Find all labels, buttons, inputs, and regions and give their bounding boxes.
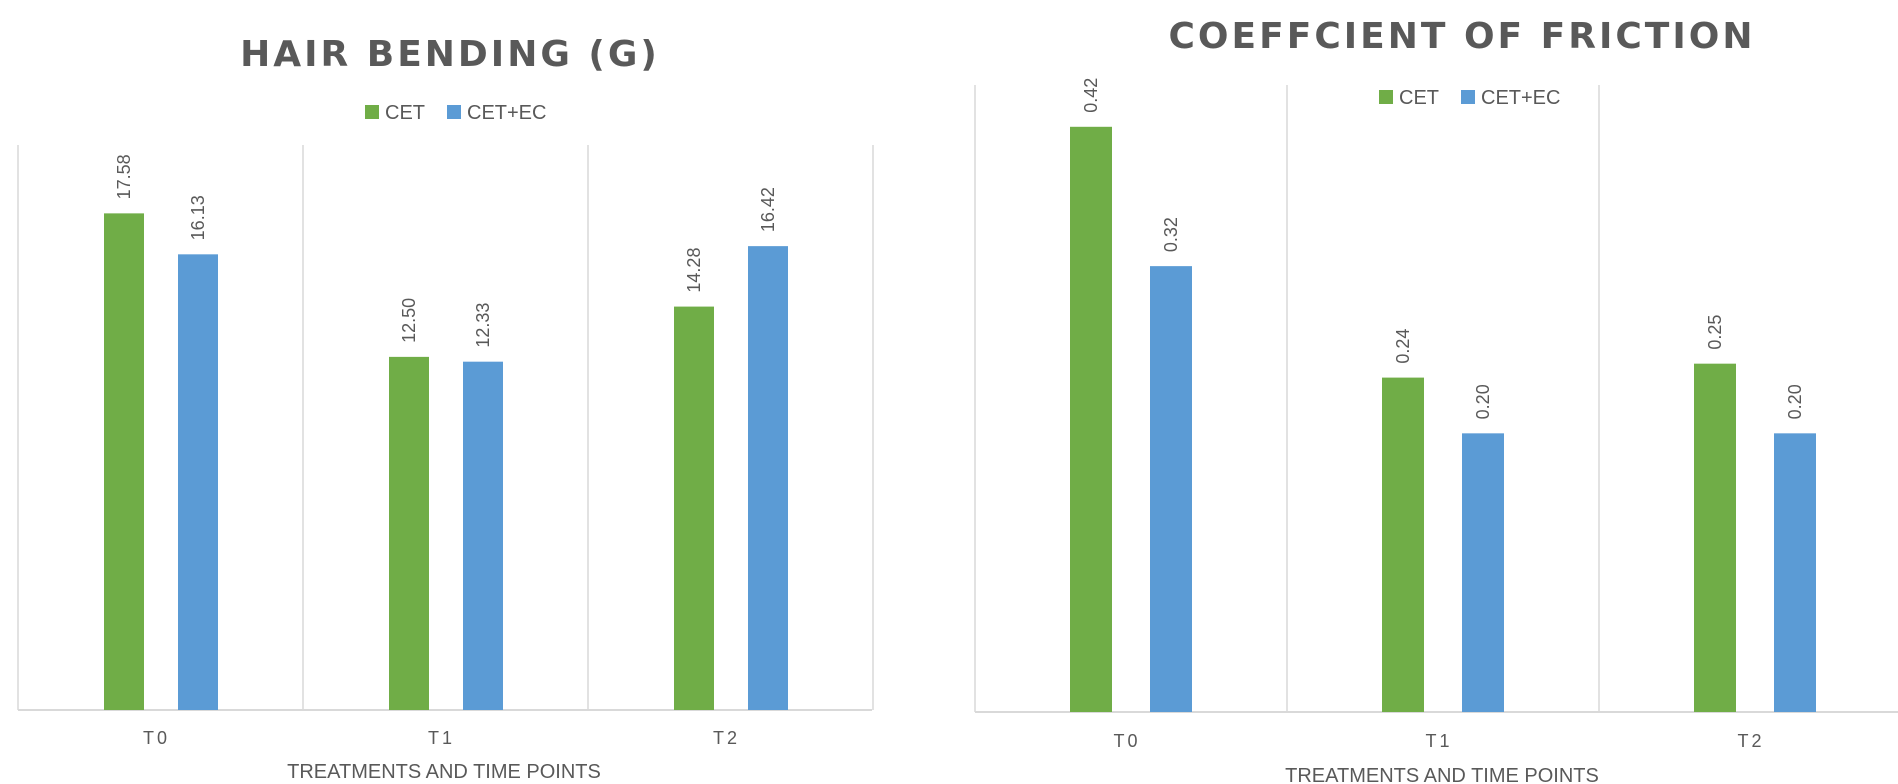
bar-cet-t2 xyxy=(674,306,714,710)
bar-cet-t1 xyxy=(1382,377,1424,712)
legend-swatch xyxy=(1379,90,1393,104)
legend: CET CET+EC xyxy=(1379,87,1560,109)
bar-cet-t1 xyxy=(389,356,429,710)
data-label: 0.24 xyxy=(1393,329,1413,364)
bar-cet-t2 xyxy=(1694,363,1736,712)
x-tick-label: T1 xyxy=(1425,731,1452,751)
chart-title: COEFFCIENT OF FRICTION xyxy=(1169,16,1756,57)
legend-label: CET+EC xyxy=(1481,87,1560,109)
data-label: 0.42 xyxy=(1081,78,1101,113)
x-axis-title: TREATMENTS AND TIME POINTS xyxy=(1285,765,1599,784)
data-label: 12.50 xyxy=(399,298,419,343)
x-axis-title: TREATMENTS AND TIME POINTS xyxy=(287,761,601,783)
legend-label: CET xyxy=(385,102,425,124)
bar-cet-t0 xyxy=(104,213,144,711)
legend-swatch xyxy=(365,105,379,119)
chart-panel-1: HAIR BENDING (G) 17.58 12.50 14.28 16.13 12.3… xyxy=(17,34,874,783)
bar-cet-t0 xyxy=(1070,126,1112,713)
bar-cet-ec-t0 xyxy=(178,254,218,710)
data-label: 0.32 xyxy=(1161,217,1181,252)
x-tick-label: T2 xyxy=(713,728,740,748)
legend-label: CET+EC xyxy=(467,102,546,124)
data-label: 0.25 xyxy=(1705,315,1725,350)
legend-swatch xyxy=(447,105,461,119)
legend-label: CET xyxy=(1399,87,1439,109)
bar-cet-ec-t2 xyxy=(1774,433,1816,712)
legend-swatch xyxy=(1461,90,1475,104)
bar-cet-ec-t0 xyxy=(1150,266,1192,712)
bar-cet-ec-t2 xyxy=(748,246,788,710)
x-tick-label: T2 xyxy=(1737,731,1764,751)
data-label: 14.28 xyxy=(684,248,704,293)
bar-cet-ec-t1 xyxy=(1462,433,1504,712)
chart-title: HAIR BENDING (G) xyxy=(240,34,660,75)
x-tick-label: T0 xyxy=(1113,731,1140,751)
chart-panel-2: COEFFCIENT OF FRICTION 0.42 0.24 0.25 0.32 0.… xyxy=(974,16,1898,784)
data-label: 16.13 xyxy=(188,195,208,240)
data-label: 0.20 xyxy=(1473,384,1493,419)
legend: CET CET+EC xyxy=(365,102,546,124)
x-tick-label: T1 xyxy=(428,728,455,748)
x-tick-label: T0 xyxy=(143,728,170,748)
data-label: 0.20 xyxy=(1785,384,1805,419)
bar-cet-ec-t1 xyxy=(463,361,503,710)
data-label: 12.33 xyxy=(473,303,493,348)
data-label: 17.58 xyxy=(114,154,134,199)
data-label: 16.42 xyxy=(758,187,778,232)
